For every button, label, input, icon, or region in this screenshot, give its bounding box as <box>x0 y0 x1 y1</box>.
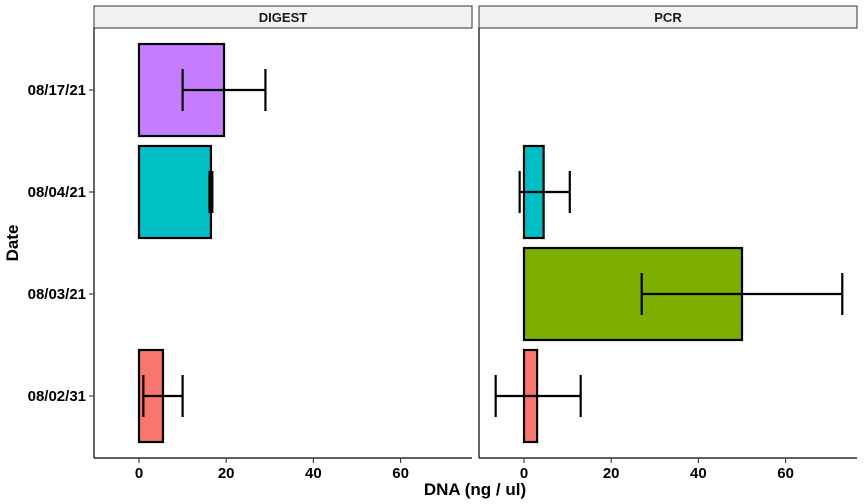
x-tick-label-digest-60: 60 <box>392 465 409 482</box>
error-bar-pcr-08-03-21 <box>640 273 844 315</box>
error-bar-digest-08-02-31 <box>142 375 184 417</box>
x-axis-title: DNA (ng / ul) <box>424 480 526 499</box>
strip-label-digest: DIGEST <box>259 10 307 25</box>
y-axis-tick-labels: 08/02/31 08/03/21 08/04/21 08/17/21 <box>28 82 94 405</box>
y-tick-label-08-17-21: 08/17/21 <box>28 82 86 99</box>
error-bar-collapsed <box>208 171 214 213</box>
x-tick-label-digest-40: 40 <box>305 465 322 482</box>
x-tick-label-pcr-0: 0 <box>520 465 528 482</box>
x-tick-label-digest-0: 0 <box>135 465 143 482</box>
y-tick-label-08-03-21: 08/03/21 <box>28 286 86 303</box>
bar-digest-08-04-21 <box>137 144 213 240</box>
x-tick-label-pcr-60: 60 <box>777 465 794 482</box>
error-bar-digest-08-17-21 <box>181 69 267 111</box>
panel-digest: DIGEST 0 20 40 60 <box>93 5 473 482</box>
y-tick-label-08-04-21: 08/04/21 <box>28 184 86 201</box>
error-bar-pcr-08-04-21 <box>518 171 571 213</box>
y-axis-title: Date <box>3 225 22 262</box>
strip-pcr <box>478 5 858 29</box>
x-tick-label-pcr-20: 20 <box>603 465 620 482</box>
y-tick-label-08-02-31: 08/02/31 <box>28 388 86 405</box>
panel-pcr: PCR 0 20 40 60 <box>478 5 858 482</box>
panels: DIGEST 0 20 40 60 PCR 0 20 40 60 <box>93 5 858 482</box>
x-tick-label-digest-20: 20 <box>218 465 235 482</box>
error-bar-pcr-08-02-31 <box>494 375 582 417</box>
error-bar-digest-08-04-21 <box>208 171 214 213</box>
x-tick-label-pcr-40: 40 <box>690 465 707 482</box>
strip-label-pcr: PCR <box>654 10 682 25</box>
strip-digest <box>93 5 473 29</box>
